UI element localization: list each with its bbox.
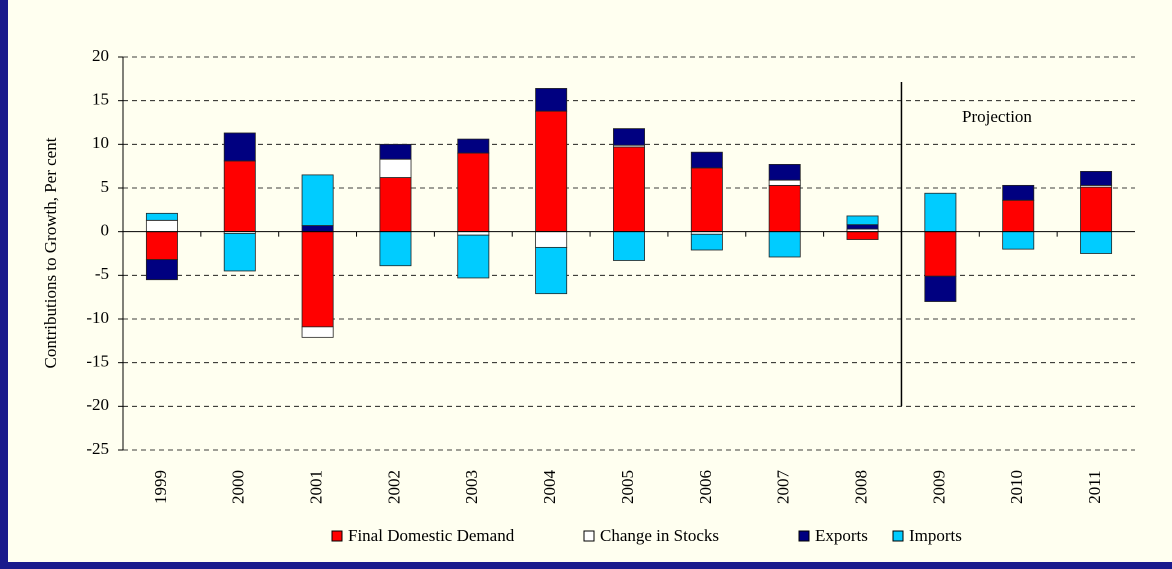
y-tick-label: -25 — [86, 439, 109, 458]
y-tick-label: 10 — [92, 133, 109, 152]
bar-segment — [301, 174, 334, 226]
x-tick-label: 2002 — [384, 470, 403, 504]
bar-segment — [379, 177, 412, 233]
legend-label: Change in Stocks — [600, 526, 719, 545]
x-tick-label: 2005 — [618, 470, 637, 504]
bar-segment — [535, 110, 568, 233]
bar-segment — [535, 88, 568, 112]
x-tick-label: 2010 — [1007, 470, 1026, 504]
x-tick-label: 2001 — [307, 470, 326, 504]
bar-segment — [924, 192, 957, 233]
bar-segment — [1002, 231, 1035, 250]
bar-segment — [1080, 186, 1113, 233]
bar-segment — [145, 212, 178, 221]
bar-segment — [768, 184, 801, 233]
x-tick-label: 1999 — [151, 470, 170, 504]
bar-segment — [613, 128, 645, 146]
bar-segment — [846, 224, 879, 230]
x-tick-label: 2007 — [774, 470, 793, 505]
bar-segment — [768, 179, 801, 186]
frame-bottom — [0, 562, 1172, 569]
bar-segment — [613, 146, 645, 233]
bar-segment — [301, 231, 334, 328]
y-tick-label: -10 — [86, 308, 109, 327]
x-tick-label: 2008 — [851, 470, 870, 504]
bar-segment — [535, 246, 568, 295]
x-tick-label: 2003 — [462, 470, 481, 504]
legend-swatch — [798, 530, 810, 542]
x-tick-label: 2000 — [229, 470, 248, 504]
y-tick-label: 15 — [92, 90, 109, 109]
bar-segment — [690, 167, 723, 233]
bar-segment — [457, 231, 490, 236]
bar-segment — [690, 233, 723, 251]
bar-segment — [223, 233, 256, 272]
bar-segment — [1080, 171, 1113, 186]
bar-segment — [145, 231, 178, 261]
bar-segment — [379, 158, 412, 178]
y-tick-label: 20 — [92, 46, 109, 65]
frame-left — [0, 0, 8, 569]
legend-swatch — [892, 530, 904, 542]
y-tick-label: -15 — [86, 352, 109, 371]
bar-segment — [457, 138, 490, 154]
bar-segment — [924, 275, 957, 302]
bar-segment — [846, 215, 879, 226]
bar-segment — [924, 231, 957, 277]
bar-segment — [1002, 184, 1035, 201]
bar-segment — [768, 164, 801, 181]
bar-segment — [223, 160, 256, 233]
legend-swatch — [331, 530, 343, 542]
y-tick-label: 5 — [101, 177, 110, 196]
legend-swatch — [583, 530, 595, 542]
y-tick-label: -20 — [86, 395, 109, 414]
legend-label: Exports — [815, 526, 868, 545]
bar-segment — [379, 231, 412, 267]
projection-label: Projection — [962, 107, 1032, 126]
bar-segment — [145, 219, 178, 233]
x-tick-label: 2006 — [696, 470, 715, 504]
x-tick-label: 2009 — [929, 470, 948, 504]
bar-segment — [145, 259, 178, 281]
bar-segment — [457, 152, 490, 233]
bar-segment — [1002, 199, 1035, 233]
bar-segment — [1080, 231, 1113, 254]
bar-segment — [846, 231, 879, 240]
legend-label: Imports — [909, 526, 962, 545]
legend-label: Final Domestic Demand — [348, 526, 515, 545]
bar-segment — [457, 234, 490, 279]
x-tick-label: 2011 — [1085, 470, 1104, 503]
y-tick-label: -5 — [95, 264, 109, 283]
bar-segment — [768, 231, 801, 258]
bar-segment — [301, 326, 334, 338]
bar-segment — [223, 132, 256, 162]
bar-segment — [379, 143, 412, 160]
y-tick-label: 0 — [101, 221, 110, 240]
bar-segment — [690, 151, 723, 169]
y-axis-label: Contributions to Growth, Per cent — [41, 137, 60, 368]
x-tick-label: 2004 — [540, 470, 559, 505]
bar-segment — [613, 231, 645, 261]
bar-segment — [301, 225, 334, 233]
bar-segment — [535, 231, 568, 248]
